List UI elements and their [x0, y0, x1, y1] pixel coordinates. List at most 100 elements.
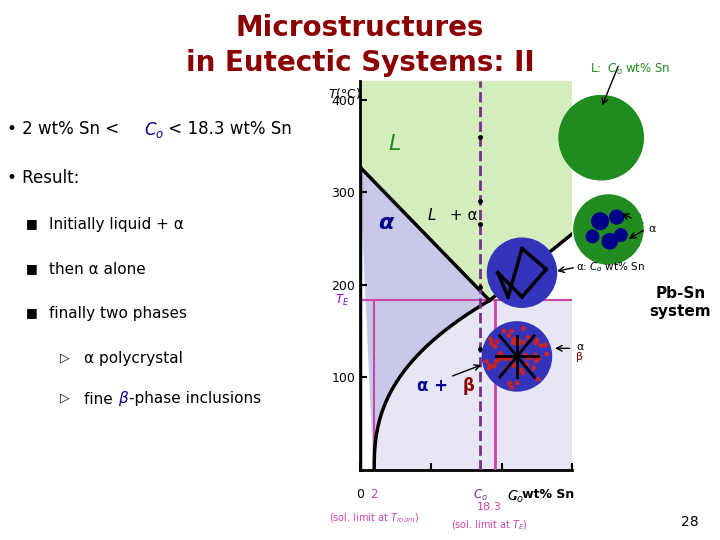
Circle shape: [493, 345, 497, 348]
Circle shape: [482, 322, 552, 391]
Text: • 2 wt% Sn <: • 2 wt% Sn <: [7, 120, 125, 138]
Text: ■: ■: [26, 262, 38, 275]
Text: β: β: [463, 377, 474, 395]
Circle shape: [525, 363, 528, 366]
Text: L:  $C_o$ wt% Sn: L: $C_o$ wt% Sn: [590, 62, 670, 77]
Circle shape: [495, 360, 498, 363]
Circle shape: [586, 230, 599, 242]
Circle shape: [545, 352, 549, 356]
Text: α polycrystal: α polycrystal: [84, 351, 183, 366]
Text: β: β: [118, 392, 128, 407]
Circle shape: [559, 96, 643, 179]
Text: + α: + α: [445, 208, 477, 223]
Text: $C_o$: $C_o$: [507, 488, 524, 505]
Circle shape: [615, 229, 627, 241]
Polygon shape: [360, 167, 490, 470]
Circle shape: [507, 334, 510, 337]
Circle shape: [521, 371, 524, 375]
Text: α: α: [648, 224, 655, 234]
Circle shape: [532, 366, 536, 370]
Circle shape: [487, 238, 557, 307]
Circle shape: [602, 234, 617, 249]
Polygon shape: [360, 300, 572, 470]
Text: $T_E$: $T_E$: [335, 293, 349, 308]
Circle shape: [492, 364, 496, 368]
Circle shape: [512, 338, 516, 341]
Circle shape: [510, 359, 514, 363]
Circle shape: [513, 341, 516, 345]
Circle shape: [488, 363, 492, 367]
Text: α: α: [576, 342, 583, 352]
Text: 0: 0: [356, 488, 364, 501]
Circle shape: [539, 344, 543, 347]
Text: then α alone: then α alone: [49, 262, 145, 277]
Circle shape: [490, 342, 493, 345]
Circle shape: [513, 364, 516, 367]
Text: Microstructures: Microstructures: [235, 14, 485, 42]
Circle shape: [487, 367, 491, 370]
Polygon shape: [360, 81, 572, 300]
Text: 18.3: 18.3: [477, 502, 502, 512]
Circle shape: [520, 369, 523, 372]
Text: fine: fine: [84, 392, 118, 407]
Circle shape: [534, 353, 537, 357]
Circle shape: [503, 357, 507, 360]
Circle shape: [516, 381, 518, 384]
Circle shape: [510, 386, 513, 389]
Circle shape: [495, 340, 499, 343]
Circle shape: [501, 356, 505, 360]
Circle shape: [521, 341, 525, 344]
Circle shape: [592, 213, 608, 230]
Circle shape: [537, 356, 541, 360]
Text: finally two phases: finally two phases: [49, 306, 186, 321]
Text: α +: α +: [417, 377, 454, 395]
Text: α: $C_o$ wt% Sn: α: $C_o$ wt% Sn: [576, 260, 645, 274]
Circle shape: [517, 339, 520, 342]
Circle shape: [489, 338, 492, 341]
Text: 28: 28: [681, 515, 698, 529]
Circle shape: [504, 367, 508, 370]
Circle shape: [534, 341, 537, 345]
Text: in Eutectic Systems: II: in Eutectic Systems: II: [186, 49, 534, 77]
Text: (sol. limit at $T_E$): (sol. limit at $T_E$): [451, 518, 528, 531]
Circle shape: [501, 355, 504, 358]
Text: L: L: [637, 213, 644, 226]
Circle shape: [510, 329, 513, 333]
Circle shape: [517, 342, 521, 346]
Text: β: β: [576, 353, 583, 362]
Text: ■: ■: [26, 306, 38, 320]
Circle shape: [535, 359, 538, 363]
Text: • Result:: • Result:: [7, 168, 80, 187]
Circle shape: [498, 357, 501, 361]
Text: Initially liquid + α: Initially liquid + α: [49, 217, 184, 232]
Text: ▷: ▷: [60, 392, 70, 404]
Text: , wt% Sn: , wt% Sn: [513, 488, 575, 501]
Text: ▷: ▷: [60, 351, 70, 364]
Text: $C_o$: $C_o$: [144, 120, 164, 140]
Circle shape: [530, 355, 534, 359]
Circle shape: [610, 210, 624, 224]
Circle shape: [511, 341, 515, 344]
Circle shape: [513, 338, 516, 341]
Circle shape: [498, 352, 502, 355]
Text: ■: ■: [26, 217, 38, 231]
Circle shape: [497, 355, 500, 359]
Circle shape: [521, 327, 525, 330]
Circle shape: [508, 356, 510, 360]
Text: $C_o$: $C_o$: [473, 488, 487, 503]
Circle shape: [508, 382, 511, 385]
Circle shape: [526, 357, 529, 360]
Circle shape: [502, 329, 505, 333]
Text: 2: 2: [370, 488, 378, 501]
Circle shape: [574, 195, 643, 264]
Text: < 18.3 wt% Sn: < 18.3 wt% Sn: [163, 120, 292, 138]
Text: $T$(°C): $T$(°C): [328, 86, 361, 100]
Text: $L$: $L$: [388, 134, 401, 154]
Text: (sol. limit at $T_{room}$): (sol. limit at $T_{room}$): [329, 511, 419, 525]
Circle shape: [523, 353, 527, 357]
Circle shape: [536, 377, 540, 381]
Text: Pb-Sn
system: Pb-Sn system: [649, 286, 711, 319]
Circle shape: [535, 339, 539, 342]
Circle shape: [526, 336, 530, 339]
Text: $L$: $L$: [427, 207, 437, 223]
